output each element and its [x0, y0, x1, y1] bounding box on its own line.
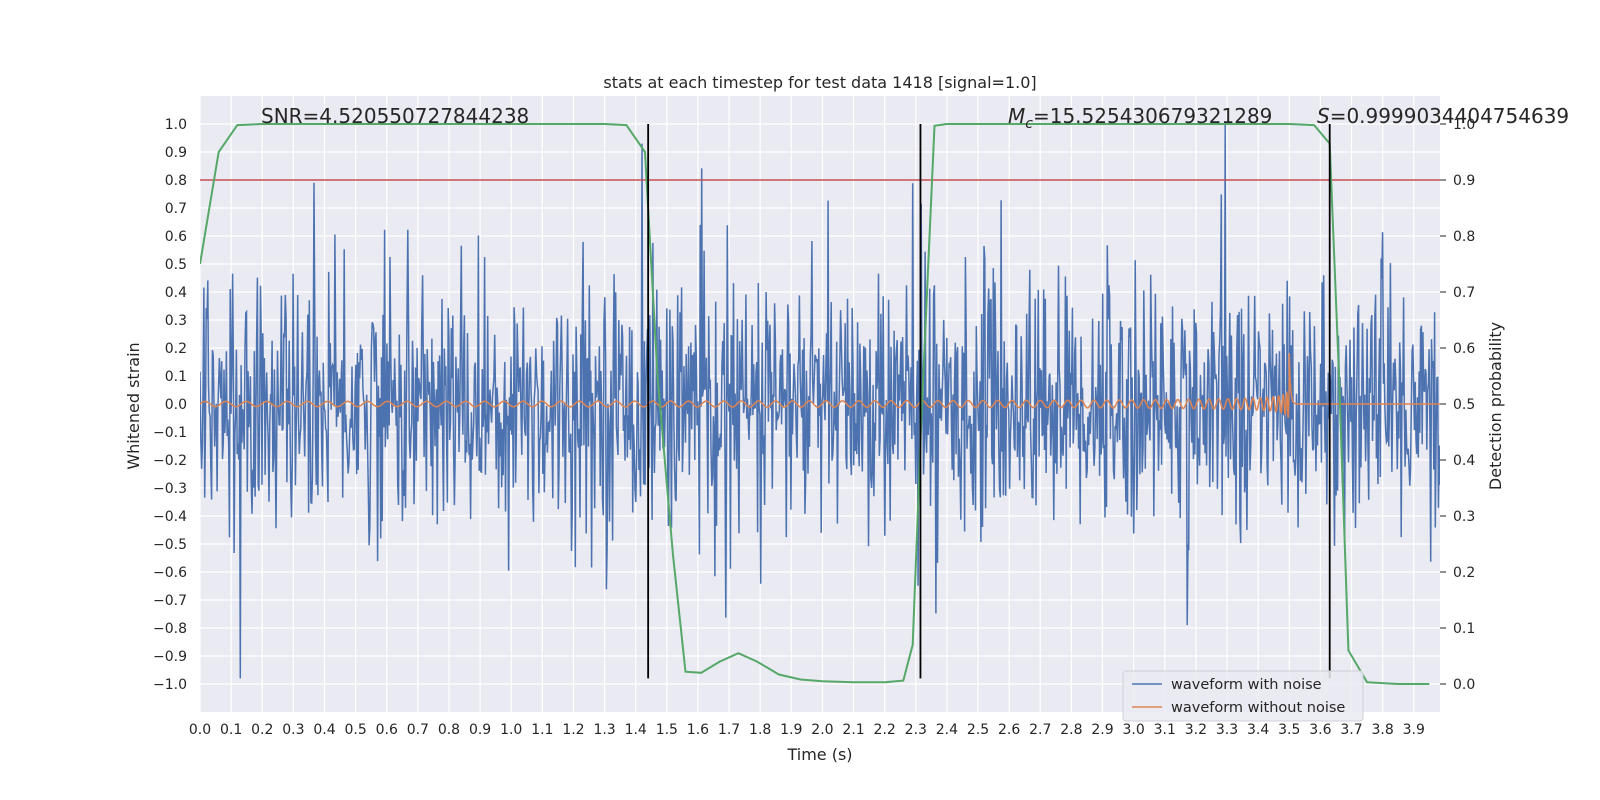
- y-tick-label: −0.3: [153, 481, 187, 497]
- y-tick-label: 0.6: [165, 229, 187, 245]
- x-tick-label: 3.8: [1371, 722, 1393, 738]
- x-tick-label: 0.5: [344, 722, 366, 738]
- y-tick-label: 0.8: [165, 173, 187, 189]
- x-tick-label: 3.2: [1185, 722, 1207, 738]
- x-tick-label: 1.4: [625, 722, 647, 738]
- y-tick-label: 0.9: [165, 145, 187, 161]
- legend-label-clean: waveform without noise: [1171, 700, 1345, 716]
- y-tick-label: 0.5: [165, 257, 187, 273]
- x-tick-label: 0.1: [220, 722, 242, 738]
- x-tick-label: 1.9: [780, 722, 802, 738]
- y2-tick-label: 0.1: [1453, 621, 1475, 637]
- series-waveform-without-noise: [200, 353, 1440, 418]
- chirp-mass-annotation: Mc=15.525430679321289: [1008, 104, 1272, 132]
- y-tick-label: −1.0: [153, 677, 187, 693]
- x-tick-label: 1.6: [687, 722, 709, 738]
- x-tick-label: 3.1: [1154, 722, 1176, 738]
- snr-annotation: SNR=4.520550727844238: [261, 104, 529, 128]
- series-detection-probability: [200, 123, 1430, 685]
- x-tick-label: 2.1: [842, 722, 864, 738]
- y-axis-label: Whitened strain: [124, 342, 143, 469]
- y-tick-label: −0.6: [153, 565, 187, 581]
- chirp-mass-subscript: c: [1025, 116, 1033, 132]
- x-tick-label: 1.5: [656, 722, 678, 738]
- s-value: =0.9999034404754639: [1330, 104, 1569, 128]
- x-tick-label: 0.0: [189, 722, 211, 738]
- y2-tick-label: 0.9: [1453, 173, 1475, 189]
- x-axis-label: Time (s): [786, 745, 852, 764]
- x-tick-label: 1.8: [749, 722, 771, 738]
- x-tick-label: 0.9: [469, 722, 491, 738]
- y2-tick-labels: 1.0 0.9 0.8 0.7 0.6 0.5 0.4 0.3 0.2 0.1 0.0: [1440, 117, 1475, 693]
- x-tick-label: 2.6: [998, 722, 1020, 738]
- x-tick-label: 3.6: [1309, 722, 1331, 738]
- x-tick-label: 3.3: [1216, 722, 1238, 738]
- y2-tick-label: 0.0: [1453, 677, 1475, 693]
- x-tick-label: 0.3: [282, 722, 304, 738]
- y2-tick-label: 0.7: [1453, 285, 1475, 301]
- y-tick-label: 0.2: [165, 341, 187, 357]
- y2-axis-label: Detection probability: [1486, 322, 1505, 490]
- x-tick-label: 2.4: [936, 722, 958, 738]
- s-symbol: S: [1317, 104, 1330, 128]
- chart-title: stats at each timestep for test data 141…: [603, 73, 1036, 92]
- x-tick-labels: 0.0 0.1 0.2 0.3 0.4 0.5 0.6 0.7 0.8 0.9 1.0 1.1 1.2 1…: [189, 722, 1425, 738]
- y-tick-label: 0.3: [165, 313, 187, 329]
- y-tick-label: −0.9: [153, 649, 187, 665]
- x-tick-label: 2.0: [811, 722, 833, 738]
- x-tick-label: 2.2: [874, 722, 896, 738]
- y-tick-label: −0.2: [153, 453, 187, 469]
- x-tick-label: 1.1: [531, 722, 553, 738]
- y-tick-label: 1.0: [165, 117, 187, 133]
- legend: waveform with noise waveform without noi…: [1122, 670, 1364, 722]
- x-tick-label: 3.7: [1340, 722, 1362, 738]
- x-tick-label: 1.0: [500, 722, 522, 738]
- snr-s-annotation: S=0.9999034404754639: [1317, 104, 1569, 128]
- x-tick-label: 0.4: [313, 722, 335, 738]
- y2-tick-label: 0.3: [1453, 509, 1475, 525]
- y-tick-label: 0.7: [165, 201, 187, 217]
- legend-box: [1122, 670, 1364, 722]
- chirp-mass-value: =15.525430679321289: [1033, 104, 1272, 128]
- x-tick-label: 3.4: [1247, 722, 1269, 738]
- x-tick-label: 1.3: [593, 722, 615, 738]
- y-tick-label: −0.4: [153, 509, 187, 525]
- x-tick-label: 3.0: [1123, 722, 1145, 738]
- y2-tick-label: 0.8: [1453, 229, 1475, 245]
- x-tick-label: 0.2: [251, 722, 273, 738]
- plot-area: [200, 123, 1440, 685]
- x-tick-label: 0.6: [376, 722, 398, 738]
- x-tick-label: 1.2: [562, 722, 584, 738]
- legend-label-noise: waveform with noise: [1171, 677, 1322, 693]
- y2-tick-label: 0.5: [1453, 397, 1475, 413]
- series-waveform-with-noise: [200, 123, 1440, 679]
- x-tick-label: 2.9: [1091, 722, 1113, 738]
- y-tick-label: −0.8: [153, 621, 187, 637]
- x-tick-label: 3.5: [1278, 722, 1300, 738]
- chirp-mass-symbol: M: [1008, 104, 1025, 128]
- y2-tick-label: 0.4: [1453, 453, 1475, 469]
- y-tick-label: 0.1: [165, 369, 187, 385]
- x-tick-label: 2.8: [1060, 722, 1082, 738]
- y2-tick-label: 1.0: [1453, 117, 1475, 133]
- y-tick-labels: 1.0 0.9 0.8 0.7 0.6 0.5 0.4 0.3 0.2 0.1 0.0 −0.1 −0.…: [153, 117, 187, 693]
- x-tick-label: 2.7: [1029, 722, 1051, 738]
- y-tick-label: −0.5: [153, 537, 187, 553]
- y2-tick-label: 0.6: [1453, 341, 1475, 357]
- x-tick-label: 2.5: [967, 722, 989, 738]
- x-tick-label: 1.7: [718, 722, 740, 738]
- y-tick-label: 0.0: [165, 397, 187, 413]
- y-tick-label: 0.4: [165, 285, 187, 301]
- x-tick-label: 3.9: [1403, 722, 1425, 738]
- x-tick-label: 2.3: [905, 722, 927, 738]
- x-tick-label: 0.7: [407, 722, 429, 738]
- y-tick-label: −0.1: [153, 425, 187, 441]
- y-tick-label: −0.7: [153, 593, 187, 609]
- y2-tick-label: 0.2: [1453, 565, 1475, 581]
- x-tick-label: 0.8: [438, 722, 460, 738]
